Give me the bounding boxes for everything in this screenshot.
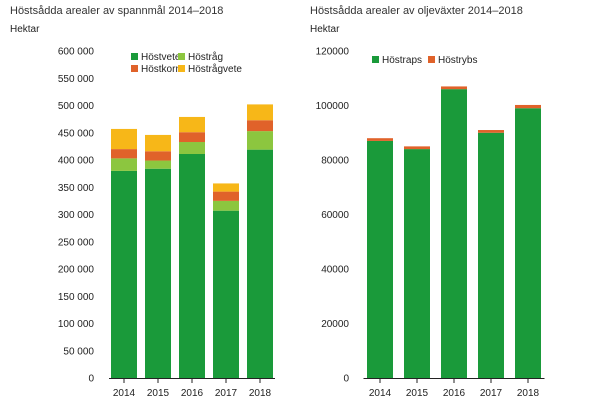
chart-spannmal: Höstsådda arealer av spannmål 2014–2018 …	[0, 0, 300, 400]
legend-swatch	[131, 53, 138, 60]
x-axis-ticks: 2014 2015 2016 2017 2018	[113, 378, 272, 399]
legend: Höstvete Höstråg Höstkorn Höstrågvete	[131, 51, 242, 75]
x-tick-label: 2014	[113, 388, 136, 399]
bar-segment	[145, 168, 171, 378]
bar-segment	[247, 131, 273, 150]
bars	[367, 86, 541, 379]
legend-label: Höstrågvete	[188, 63, 242, 75]
bar-segment	[478, 132, 504, 378]
y-tick-label: 450 000	[58, 128, 95, 139]
y-axis-label: Hektar	[10, 24, 40, 35]
bar-segment	[515, 104, 541, 109]
legend-swatch	[372, 56, 379, 63]
legend-label: Höstvete	[141, 52, 181, 63]
bar-segment	[145, 151, 171, 161]
y-tick-label: 0	[88, 374, 94, 385]
bar-segment	[478, 130, 504, 133]
bar-segment	[213, 183, 239, 192]
y-tick-label: 200 000	[58, 265, 95, 276]
bar-segment	[247, 149, 273, 378]
y-axis-ticks: 0 20000 40000 60000 80000 100000 120000	[316, 47, 350, 385]
y-tick-label: 300 000	[58, 210, 95, 221]
legend-swatch	[428, 56, 435, 63]
y-tick-label: 80000	[321, 156, 349, 167]
y-tick-label: 600 000	[58, 47, 95, 58]
bar-segment	[515, 108, 541, 378]
bar-segment	[367, 138, 393, 141]
y-tick-label: 100000	[316, 101, 350, 112]
chart-oljevaxter-svg: Höstsådda arealer av oljeväxter 2014–201…	[310, 5, 545, 399]
y-tick-label: 100 000	[58, 319, 95, 330]
chart-title: Höstsådda arealer av spannmål 2014–2018	[10, 5, 223, 17]
y-tick-label: 250 000	[58, 237, 95, 248]
bar-segment	[367, 140, 393, 378]
y-tick-label: 20000	[321, 319, 349, 330]
y-axis-label: Hektar	[310, 24, 340, 35]
x-tick-label: 2014	[369, 388, 392, 399]
bar-segment	[179, 142, 205, 155]
bar-segment	[213, 200, 239, 211]
y-tick-label: 0	[343, 374, 349, 385]
chart-oljevaxter: Höstsådda arealer av oljeväxter 2014–201…	[300, 0, 600, 400]
bar-segment	[404, 149, 430, 378]
legend-label: Höstkorn	[141, 64, 181, 75]
y-tick-label: 150 000	[58, 292, 95, 303]
y-tick-label: 550 000	[58, 74, 95, 85]
bar-segment	[145, 160, 171, 169]
bar-segment	[111, 128, 137, 150]
legend-swatch	[178, 65, 185, 72]
x-axis-ticks: 2014 2015 2016 2017 2018	[369, 378, 540, 399]
x-tick-label: 2017	[215, 388, 238, 399]
legend-swatch	[178, 53, 185, 60]
bar-segment	[213, 191, 239, 201]
legend-label: Höstråg	[188, 51, 223, 63]
bar-segment	[213, 210, 239, 378]
y-axis-ticks: 0 50 000 100 000 150 000 200 000 250 000 300 0…	[58, 47, 95, 385]
bar-segment	[179, 132, 205, 143]
x-tick-label: 2017	[480, 388, 503, 399]
bar-segment	[111, 158, 137, 171]
bar-segment	[441, 89, 467, 379]
bars	[111, 104, 273, 378]
legend: Höstraps Höstrybs	[372, 55, 477, 66]
chart-spannmal-svg: Höstsådda arealer av spannmål 2014–2018 …	[10, 5, 275, 399]
bar-segment	[247, 120, 273, 132]
legend-swatch	[131, 65, 138, 72]
x-tick-label: 2015	[406, 388, 429, 399]
bar-segment	[111, 149, 137, 159]
y-tick-label: 350 000	[58, 183, 95, 194]
bar-segment	[145, 134, 171, 152]
legend-label: Höstraps	[382, 55, 422, 66]
y-tick-label: 120000	[316, 47, 350, 58]
legend-label: Höstrybs	[438, 55, 477, 66]
x-tick-label: 2018	[249, 388, 272, 399]
bar-segment	[179, 116, 205, 133]
y-tick-label: 500 000	[58, 101, 95, 112]
x-tick-label: 2016	[181, 388, 204, 399]
bar-segment	[247, 104, 273, 121]
bar-segment	[179, 154, 205, 378]
bar-segment	[111, 170, 137, 378]
y-tick-label: 50 000	[63, 346, 94, 357]
bar-segment	[441, 86, 467, 90]
x-tick-label: 2018	[517, 388, 540, 399]
y-tick-label: 60000	[321, 210, 349, 221]
y-tick-label: 40000	[321, 265, 349, 276]
chart-title: Höstsådda arealer av oljeväxter 2014–201…	[310, 5, 523, 17]
x-tick-label: 2016	[443, 388, 466, 399]
x-tick-label: 2015	[147, 388, 170, 399]
bar-segment	[404, 146, 430, 150]
y-tick-label: 400 000	[58, 156, 95, 167]
